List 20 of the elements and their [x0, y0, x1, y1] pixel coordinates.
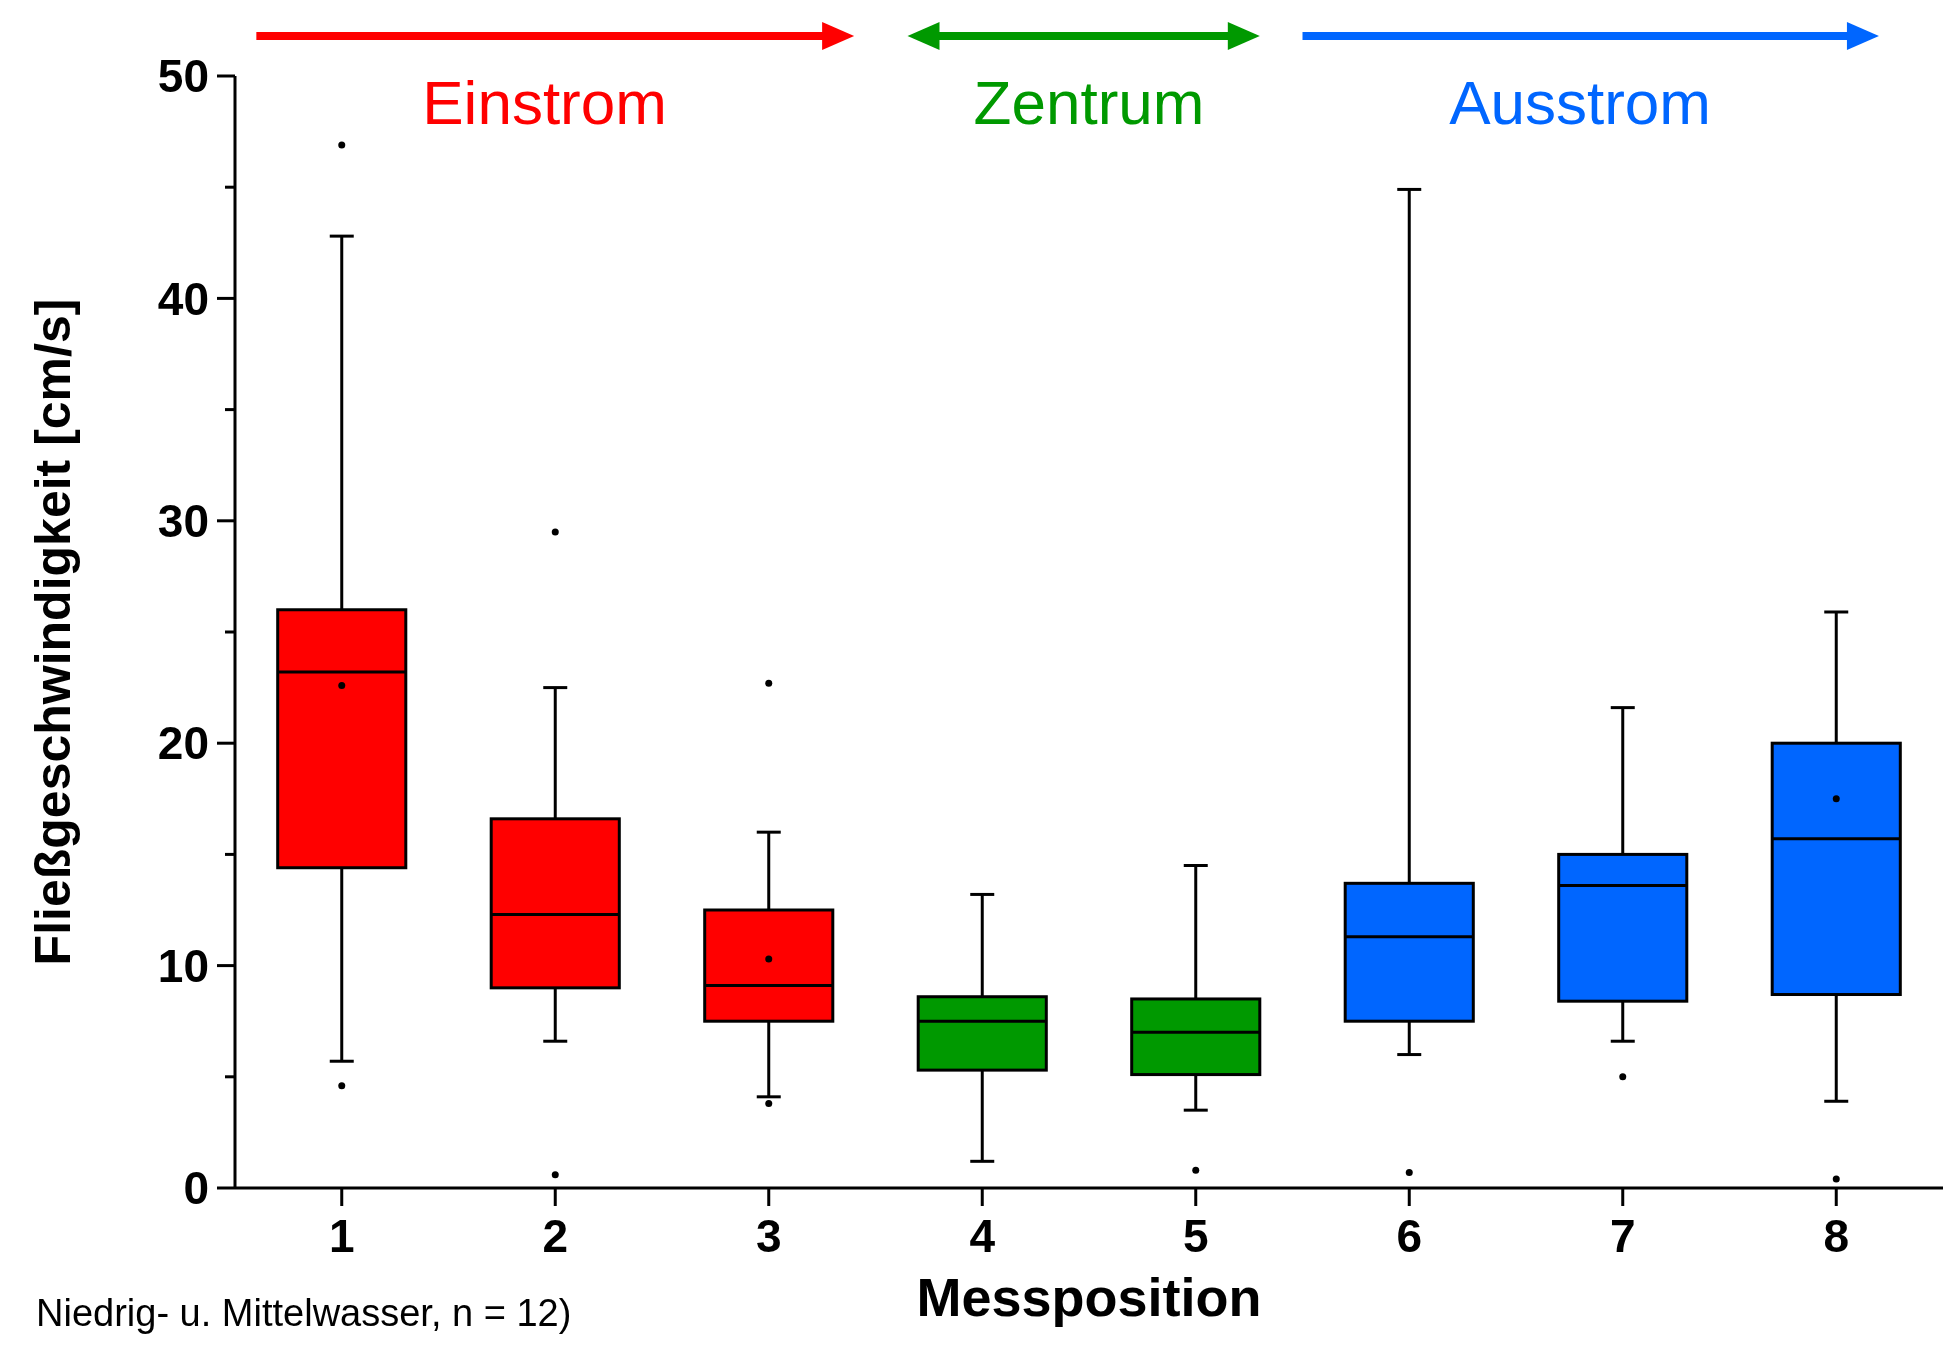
- annotation: Ausstrom: [1449, 68, 1711, 137]
- x-tick-label: 6: [1396, 1210, 1423, 1262]
- y-tick-label: 20: [157, 717, 209, 770]
- annotation: Zentrum: [973, 68, 1205, 137]
- y-tick-label: 0: [183, 1162, 209, 1215]
- x-tick-label: 1: [328, 1210, 355, 1262]
- y-tick-label: 50: [157, 50, 209, 103]
- y-tick-label: 30: [157, 494, 209, 547]
- x-tick-label: 2: [542, 1210, 569, 1262]
- x-tick-label: 5: [1182, 1210, 1209, 1262]
- x-tick-label: 4: [969, 1210, 996, 1262]
- y-axis-title: Fließgeschwindigkeit [cm/s]: [25, 298, 81, 966]
- x-axis-title: Messposition: [916, 1267, 1262, 1327]
- x-tick-label: 7: [1609, 1210, 1636, 1262]
- annotation: Einstrom: [422, 68, 667, 137]
- y-tick-label: 10: [157, 939, 209, 992]
- x-tick-label: 3: [755, 1210, 782, 1262]
- x-tick-label: 8: [1823, 1210, 1850, 1262]
- text: Niedrig- u. Mittelwasser, n = 12): [36, 1292, 572, 1334]
- y-tick-label: 40: [157, 272, 209, 325]
